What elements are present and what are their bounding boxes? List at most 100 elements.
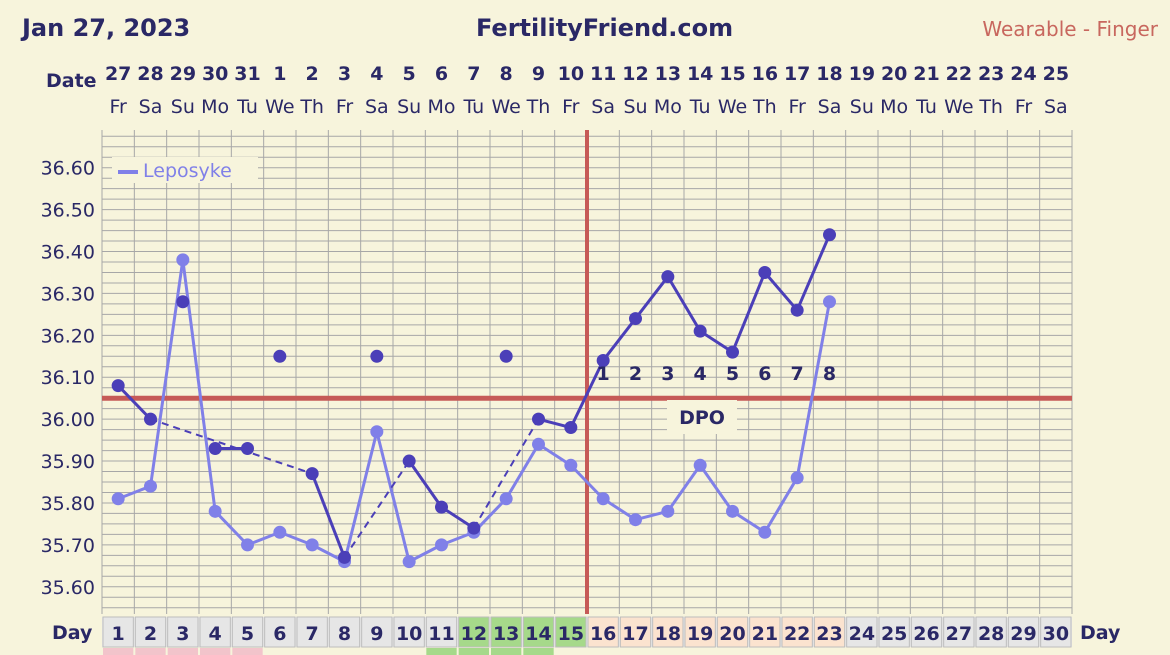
leposyke-point — [661, 504, 675, 518]
date-label: 5 — [403, 63, 416, 85]
temp-point — [402, 454, 416, 468]
weekday-label: Th — [526, 96, 551, 118]
weekday-label: Sa — [139, 96, 163, 118]
leposyke-line-segment — [343, 431, 379, 562]
leposyke-point — [564, 458, 578, 472]
day-label: 15 — [558, 623, 584, 645]
weekday-label: Fr — [1015, 96, 1033, 118]
date-label: 14 — [687, 63, 713, 85]
day-cell — [587, 616, 619, 648]
leposyke-point — [305, 538, 319, 552]
weekday-label: Th — [978, 96, 1003, 118]
day-label: 16 — [590, 623, 616, 645]
day-label: 29 — [1010, 623, 1036, 645]
day-label: 24 — [849, 623, 875, 645]
day-label: 28 — [978, 623, 1004, 645]
y-tick-label: 36.50 — [41, 200, 95, 222]
leposyke-point — [499, 492, 513, 506]
weekday-label: Tu — [689, 96, 711, 118]
day-label: 7 — [306, 623, 319, 645]
date-label: 12 — [622, 63, 648, 85]
y-tick-label: 36.60 — [41, 158, 95, 180]
weekday-label: Fr — [788, 96, 806, 118]
leposyke-point — [758, 525, 772, 539]
leposyke-point — [435, 538, 448, 552]
date-label: 31 — [234, 63, 260, 85]
day-label: 27 — [946, 623, 972, 645]
date-label: 13 — [655, 63, 681, 85]
leposyke-point — [241, 538, 254, 552]
day-label: 9 — [370, 623, 383, 645]
leposyke-line-segment — [214, 510, 249, 546]
day-cell — [555, 616, 587, 648]
temp-line-segment — [666, 275, 702, 332]
leposyke-point — [726, 504, 739, 518]
date-label: 9 — [532, 63, 545, 85]
temp-line-segment — [634, 275, 670, 320]
day-label: 17 — [622, 623, 648, 645]
period-marker — [232, 648, 263, 655]
day-label: 5 — [241, 623, 254, 645]
day-label: 22 — [784, 623, 810, 645]
dpo-number: 4 — [694, 363, 707, 385]
date-label: 20 — [881, 63, 907, 85]
date-label: 4 — [370, 63, 383, 85]
leposyke-point — [208, 504, 222, 518]
site-title[interactable]: FertilityFriend.com — [476, 14, 734, 42]
temp-point — [208, 441, 222, 455]
leposyke-line-segment — [149, 259, 185, 487]
day-cell — [425, 616, 458, 648]
weekday-label: Th — [752, 96, 777, 118]
temp-line-segment — [731, 271, 767, 353]
dpo-label: DPO — [679, 407, 725, 429]
weekday-label: Mo — [880, 96, 908, 118]
weekday-label: We — [491, 96, 520, 118]
date-label: 23 — [978, 63, 1004, 85]
day-label: 23 — [816, 623, 842, 645]
temp-line-segment — [569, 359, 605, 429]
temp-line-segment — [310, 473, 346, 558]
leposyke-point — [629, 513, 642, 527]
temp-point — [823, 228, 836, 242]
date-label: 19 — [849, 63, 875, 85]
day-cell — [716, 616, 749, 648]
day-cell — [943, 616, 975, 648]
date-label: 1 — [273, 63, 286, 85]
day-label: 3 — [176, 623, 189, 645]
leposyke-point — [111, 492, 125, 506]
temp-point — [176, 295, 190, 309]
day-cell — [975, 616, 1007, 648]
temp-point — [726, 345, 739, 359]
leposyke-line-segment — [795, 301, 831, 479]
temp-point — [305, 467, 319, 481]
y-tick-label: 36.30 — [41, 283, 95, 305]
dpo-number: 6 — [758, 363, 771, 385]
temp-point — [111, 379, 125, 393]
date-label: 24 — [1010, 63, 1036, 85]
date-label: 22 — [946, 63, 972, 85]
temp-point — [241, 441, 254, 455]
weekday-label: Mo — [654, 96, 682, 118]
weekday-label: Sa — [1044, 96, 1068, 118]
date-label: 6 — [435, 63, 448, 85]
date-label: 28 — [137, 63, 163, 85]
day-row-label-left: Day — [52, 622, 93, 644]
weekday-label: Sa — [591, 96, 615, 118]
weekday-label: Su — [850, 96, 874, 118]
weekday-label: Th — [299, 96, 324, 118]
leposyke-line-segment — [504, 443, 540, 500]
leposyke-point — [596, 492, 610, 506]
date-label: 10 — [558, 63, 584, 85]
day-label: 20 — [719, 623, 745, 645]
date-row-label: Date — [46, 70, 97, 92]
temp-line-dashed — [472, 418, 540, 529]
fertile-marker — [426, 648, 457, 655]
temp-point — [758, 265, 772, 279]
date-label: 8 — [500, 63, 513, 85]
day-label: 13 — [493, 623, 519, 645]
weekday-label: We — [265, 96, 294, 118]
temp-point — [144, 412, 157, 426]
temp-point — [467, 521, 481, 535]
temp-line-dashed — [343, 460, 410, 558]
temp-point — [564, 421, 578, 435]
